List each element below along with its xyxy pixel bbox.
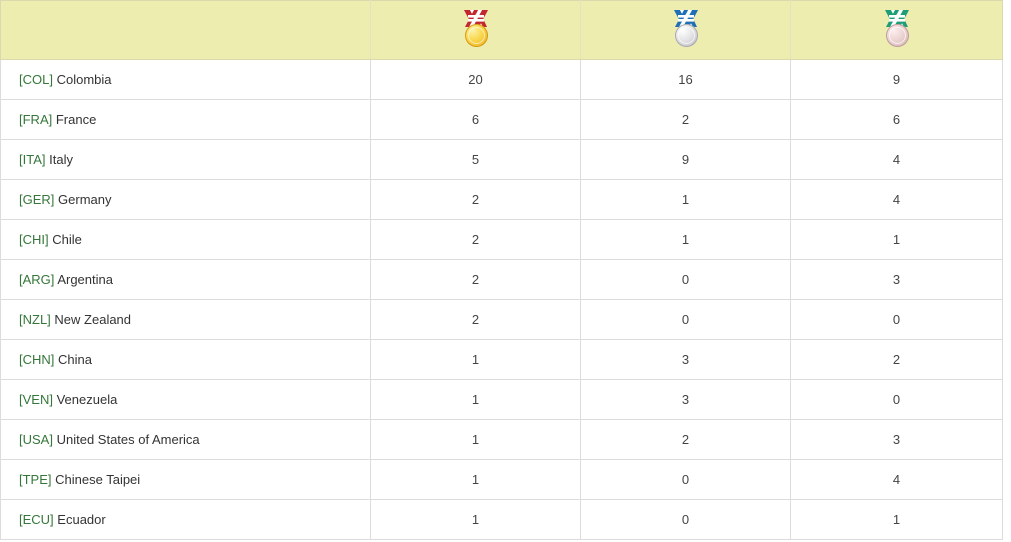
silver-count-cell: 0 bbox=[580, 259, 791, 300]
country-name: Chile bbox=[52, 232, 82, 247]
country-code: [NZL] bbox=[19, 312, 51, 327]
table-row[interactable]: [ARG] Argentina 2 0 3 bbox=[0, 259, 1003, 300]
country-code: [CHN] bbox=[19, 352, 55, 367]
country-cell[interactable]: [USA] United States of America bbox=[0, 419, 371, 460]
header-row bbox=[0, 0, 1003, 60]
country-code: [ITA] bbox=[19, 152, 46, 167]
silver-count-cell: 9 bbox=[580, 139, 791, 180]
table-row[interactable]: [USA] United States of America 1 2 3 bbox=[0, 419, 1003, 460]
country-cell[interactable]: [CHI] Chile bbox=[0, 219, 371, 260]
country-name: Venezuela bbox=[56, 392, 118, 407]
table-row[interactable]: [ITA] Italy 5 9 4 bbox=[0, 139, 1003, 180]
table-header bbox=[0, 0, 1003, 60]
country-name: United States of America bbox=[56, 432, 200, 447]
table-row[interactable]: [ECU] Ecuador 1 0 1 bbox=[0, 499, 1003, 540]
silver-count-cell: 16 bbox=[580, 59, 791, 100]
country-name: Chinese Taipei bbox=[55, 472, 141, 487]
silver-count-cell: 2 bbox=[580, 99, 791, 140]
bronze-medal-disc bbox=[885, 24, 909, 47]
gold-count-cell: 1 bbox=[370, 499, 581, 540]
country-name: Germany bbox=[58, 192, 112, 207]
country-name: Ecuador bbox=[57, 512, 106, 527]
table-row[interactable]: [COL] Colombia 20 16 9 bbox=[0, 59, 1003, 100]
table-row[interactable]: [NZL] New Zealand 2 0 0 bbox=[0, 299, 1003, 340]
table-row[interactable]: [FRA] France 6 2 6 bbox=[0, 99, 1003, 140]
country-name: Colombia bbox=[56, 72, 112, 87]
country-code: [COL] bbox=[19, 72, 53, 87]
bronze-count-cell: 4 bbox=[790, 139, 1003, 180]
table-row[interactable]: [CHI] Chile 2 1 1 bbox=[0, 219, 1003, 260]
bronze-count-cell: 3 bbox=[790, 259, 1003, 300]
country-cell[interactable]: [ITA] Italy bbox=[0, 139, 371, 180]
country-code: [ARG] bbox=[19, 272, 55, 287]
silver-count-cell: 3 bbox=[580, 379, 791, 420]
bronze-medal-icon bbox=[880, 9, 914, 51]
gold-count-cell: 1 bbox=[370, 379, 581, 420]
gold-count-cell: 1 bbox=[370, 339, 581, 380]
bronze-count-cell: 1 bbox=[790, 219, 1003, 260]
column-header-gold[interactable] bbox=[370, 0, 581, 60]
gold-count-cell: 1 bbox=[370, 419, 581, 460]
silver-count-cell: 0 bbox=[580, 459, 791, 500]
column-header-bronze[interactable] bbox=[790, 0, 1003, 60]
country-name: France bbox=[55, 112, 97, 127]
bronze-count-cell: 0 bbox=[790, 379, 1003, 420]
silver-count-cell: 0 bbox=[580, 299, 791, 340]
bronze-count-cell: 6 bbox=[790, 99, 1003, 140]
country-cell[interactable]: [FRA] France bbox=[0, 99, 371, 140]
bronze-count-cell: 0 bbox=[790, 299, 1003, 340]
gold-count-cell: 20 bbox=[370, 59, 581, 100]
table-row[interactable]: [VEN] Venezuela 1 3 0 bbox=[0, 379, 1003, 420]
bronze-count-cell: 2 bbox=[790, 339, 1003, 380]
country-cell[interactable]: [ARG] Argentina bbox=[0, 259, 371, 300]
bronze-count-cell: 4 bbox=[790, 459, 1003, 500]
table-row[interactable]: [CHN] China 1 3 2 bbox=[0, 339, 1003, 380]
gold-medal-disc bbox=[464, 24, 488, 47]
silver-count-cell: 1 bbox=[580, 219, 791, 260]
country-cell[interactable]: [NZL] New Zealand bbox=[0, 299, 371, 340]
country-code: [GER] bbox=[19, 192, 55, 207]
country-name: Argentina bbox=[57, 272, 113, 287]
silver-medal-disc bbox=[674, 24, 698, 47]
gold-count-cell: 5 bbox=[370, 139, 581, 180]
table-body: [COL] Colombia 20 16 9 [FRA] France 6 2 6 [ITA] … bbox=[0, 59, 1003, 540]
country-name: New Zealand bbox=[54, 312, 132, 327]
country-code: [USA] bbox=[19, 432, 53, 447]
country-code: [TPE] bbox=[19, 472, 52, 487]
gold-count-cell: 6 bbox=[370, 99, 581, 140]
silver-medal-icon bbox=[669, 9, 703, 51]
silver-count-cell: 2 bbox=[580, 419, 791, 460]
country-code: [CHI] bbox=[19, 232, 49, 247]
table-row[interactable]: [GER] Germany 2 1 4 bbox=[0, 179, 1003, 220]
country-code: [FRA] bbox=[19, 112, 53, 127]
silver-count-cell: 3 bbox=[580, 339, 791, 380]
silver-count-cell: 0 bbox=[580, 499, 791, 540]
gold-medal-icon bbox=[459, 9, 493, 51]
gold-count-cell: 1 bbox=[370, 459, 581, 500]
gold-count-cell: 2 bbox=[370, 299, 581, 340]
bronze-count-cell: 9 bbox=[790, 59, 1003, 100]
country-cell[interactable]: [ECU] Ecuador bbox=[0, 499, 371, 540]
country-cell[interactable]: [GER] Germany bbox=[0, 179, 371, 220]
table-row[interactable]: [TPE] Chinese Taipei 1 0 4 bbox=[0, 459, 1003, 500]
column-header-silver[interactable] bbox=[580, 0, 791, 60]
gold-count-cell: 2 bbox=[370, 219, 581, 260]
bronze-count-cell: 4 bbox=[790, 179, 1003, 220]
country-name: Italy bbox=[49, 152, 73, 167]
bronze-count-cell: 1 bbox=[790, 499, 1003, 540]
country-name: China bbox=[58, 352, 92, 367]
country-code: [ECU] bbox=[19, 512, 54, 527]
country-cell[interactable]: [COL] Colombia bbox=[0, 59, 371, 100]
country-cell[interactable]: [CHN] China bbox=[0, 339, 371, 380]
country-cell[interactable]: [VEN] Venezuela bbox=[0, 379, 371, 420]
silver-count-cell: 1 bbox=[580, 179, 791, 220]
country-code: [VEN] bbox=[19, 392, 53, 407]
bronze-count-cell: 3 bbox=[790, 419, 1003, 460]
country-cell[interactable]: [TPE] Chinese Taipei bbox=[0, 459, 371, 500]
gold-count-cell: 2 bbox=[370, 259, 581, 300]
column-header-country[interactable] bbox=[0, 0, 371, 60]
gold-count-cell: 2 bbox=[370, 179, 581, 220]
